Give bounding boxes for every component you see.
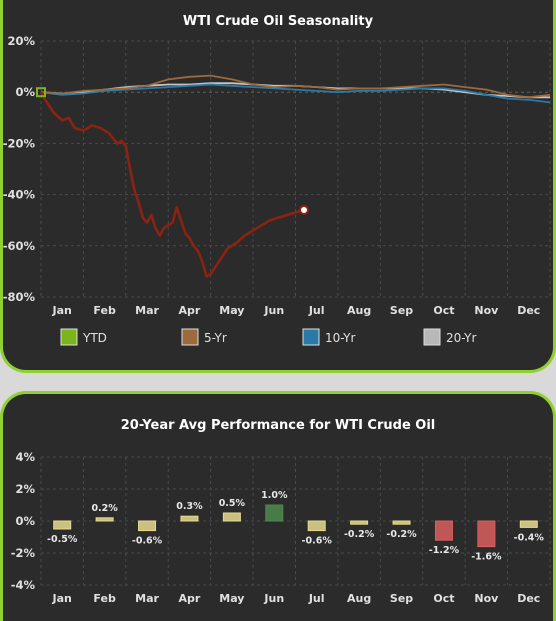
avg-performance-chart-title: 20-Year Avg Performance for WTI Crude Oi… xyxy=(120,418,436,433)
seasonality-panel: WTI Crude Oil Seasonality 20% 0% -20% -40% -… xyxy=(0,0,556,373)
bar-mar xyxy=(138,520,157,532)
seasonality-line-chart: 20% 0% -20% -40% -60% -80% Jan Feb Mar Apr May Jun J… xyxy=(3,34,551,346)
bar-value-label: 0.2% xyxy=(91,503,118,514)
avg-performance-panel: 20-Year Avg Performance for WTI Crude Oi… xyxy=(0,391,556,621)
x-tick-label: Jun xyxy=(263,592,284,605)
x-tick-label: Apr xyxy=(179,592,201,605)
legend-item-20-yr: 20-Yr xyxy=(423,328,477,346)
bar-feb xyxy=(95,517,114,522)
bar-value-label: -0.4% xyxy=(514,532,545,543)
series-line-10-yr xyxy=(40,83,551,104)
bar-value-label: -1.6% xyxy=(471,552,502,563)
legend-swatch xyxy=(302,328,320,346)
series-line-5-yr xyxy=(40,74,551,99)
x-tick-label: Oct xyxy=(433,592,454,605)
y-tick-label: 20% xyxy=(7,34,35,48)
x-tick-label: Mar xyxy=(135,304,159,317)
x-tick-label: Sep xyxy=(390,304,413,317)
series-line-ytd xyxy=(39,91,305,278)
y-tick-label: 4% xyxy=(15,450,35,464)
bar-jan xyxy=(53,520,72,530)
bar-value-label: 1.0% xyxy=(261,490,288,501)
y-tick-label: -2% xyxy=(11,546,36,560)
y-tick-label: 0% xyxy=(15,514,35,528)
x-tick-label: Jun xyxy=(263,304,284,317)
bar-sep xyxy=(392,520,411,525)
y-tick-label: 0% xyxy=(15,85,35,99)
x-tick-label: Dec xyxy=(517,592,540,605)
y-tick-label: 2% xyxy=(15,482,35,496)
bar-value-label: -0.6% xyxy=(132,536,163,547)
seasonality-chart-title: WTI Crude Oil Seasonality xyxy=(182,14,374,29)
x-tick-label: Oct xyxy=(433,304,454,317)
x-tick-label: Jan xyxy=(52,304,72,317)
bar-apr xyxy=(180,515,199,522)
bar-value-label: -1.2% xyxy=(429,545,460,556)
bar-oct xyxy=(434,520,453,541)
bar-value-label: -0.5% xyxy=(47,534,78,545)
x-tick-label: Feb xyxy=(93,304,116,317)
x-tick-label: Feb xyxy=(93,592,116,605)
bar-nov xyxy=(477,520,496,548)
x-tick-label: Nov xyxy=(474,592,499,605)
bar-jul xyxy=(307,520,326,532)
bar-value-label: -0.6% xyxy=(302,536,333,547)
y-tick-label: -40% xyxy=(3,188,35,202)
legend-swatch xyxy=(60,328,78,346)
y-tick-label: -60% xyxy=(3,239,35,253)
bar-value-label: 0.3% xyxy=(176,501,203,512)
legend-swatch xyxy=(181,328,199,346)
x-tick-label: Dec xyxy=(517,304,540,317)
x-tick-label: Jan xyxy=(52,592,72,605)
y-tick-label: -20% xyxy=(3,136,35,150)
bar-may xyxy=(222,512,241,522)
y-tick-label: -80% xyxy=(3,290,35,304)
x-tick-label: May xyxy=(219,304,244,317)
bar-value-label: -0.2% xyxy=(344,529,375,540)
legend-label: 20-Yr xyxy=(446,331,477,345)
x-tick-label: Jul xyxy=(308,304,325,317)
bar-jun xyxy=(265,504,284,522)
x-tick-label: Apr xyxy=(179,304,201,317)
bar-aug xyxy=(350,520,369,525)
legend-item-ytd: YTD xyxy=(60,328,107,346)
bar-value-label: 0.5% xyxy=(219,498,246,509)
legend-item-10-yr: 10-Yr xyxy=(302,328,356,346)
x-tick-label: Aug xyxy=(347,304,371,317)
legend-label: 5-Yr xyxy=(204,331,227,345)
legend-label: YTD xyxy=(82,331,107,345)
bar-dec xyxy=(519,520,538,528)
ytd-end-marker xyxy=(298,204,309,215)
x-tick-label: Sep xyxy=(390,592,413,605)
x-tick-label: Aug xyxy=(347,592,371,605)
legend-swatch xyxy=(423,328,441,346)
x-tick-label: Jul xyxy=(308,592,325,605)
x-tick-label: Mar xyxy=(135,592,159,605)
x-tick-label: Nov xyxy=(474,304,499,317)
y-tick-label: -4% xyxy=(11,578,36,592)
ytd-start-marker xyxy=(36,87,46,98)
legend-item-5-yr: 5-Yr xyxy=(181,328,227,346)
x-tick-label: May xyxy=(219,592,244,605)
avg-performance-bar-chart: 4% 2% 0% -2% -4% -0.5% Jan 0.2% Feb -0.6% Mar 0.3% A… xyxy=(11,450,551,605)
bar-value-label: -0.2% xyxy=(386,529,417,540)
legend-label: 10-Yr xyxy=(325,331,356,345)
